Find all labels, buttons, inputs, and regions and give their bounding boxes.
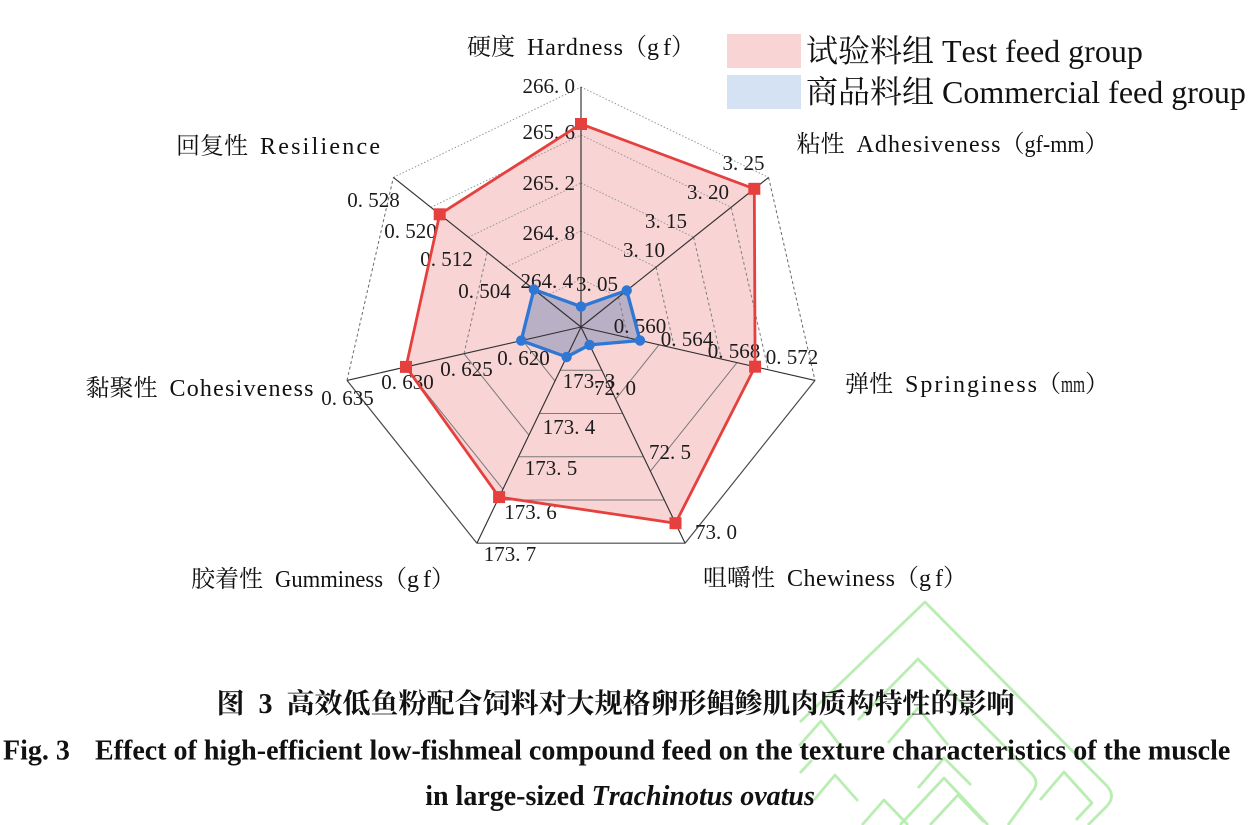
svg-text:266. 0: 266. 0 — [523, 74, 576, 98]
svg-text:in large-sized: in large-sized — [425, 781, 585, 812]
svg-text:Effect of high-efficient low-f: Effect of high-efficient low-fishmeal co… — [95, 736, 1230, 767]
svg-text:72. 0: 72. 0 — [594, 376, 636, 400]
svg-text:Trachinotus ovatus: Trachinotus ovatus — [592, 781, 815, 812]
svg-text:Resilience: Resilience — [260, 134, 380, 160]
svg-text:Commercial feed group: Commercial feed group — [942, 74, 1246, 110]
svg-text:0. 560: 0. 560 — [614, 314, 667, 338]
svg-text:173. 4: 173. 4 — [543, 415, 596, 439]
svg-text:0. 568: 0. 568 — [708, 339, 761, 363]
svg-text:264. 4: 264. 4 — [521, 269, 574, 293]
svg-text:Fig. 3: Fig. 3 — [3, 736, 70, 767]
svg-text:73. 0: 73. 0 — [695, 520, 737, 544]
svg-text:72. 5: 72. 5 — [649, 440, 691, 464]
svg-text:3. 10: 3. 10 — [623, 238, 665, 262]
svg-text:Hardness: Hardness — [527, 35, 623, 61]
svg-text:Test feed group: Test feed group — [942, 33, 1143, 69]
svg-text:0. 625: 0. 625 — [440, 357, 493, 381]
svg-text:gf-mm: gf-mm — [1025, 132, 1085, 158]
svg-text:173. 5: 173. 5 — [525, 456, 578, 480]
svg-text:3. 15: 3. 15 — [645, 209, 687, 233]
svg-text:Adhesiveness: Adhesiveness — [857, 132, 1001, 158]
svg-text:0. 635: 0. 635 — [321, 386, 374, 410]
svg-text:0. 520: 0. 520 — [384, 219, 437, 243]
svg-text:0. 630: 0. 630 — [381, 370, 434, 394]
svg-text:0. 620: 0. 620 — [497, 346, 550, 370]
svg-text:mm: mm — [1061, 372, 1085, 398]
svg-text:0. 504: 0. 504 — [458, 279, 511, 303]
svg-text:3. 05: 3. 05 — [576, 272, 618, 296]
svg-text:264. 8: 264. 8 — [523, 221, 576, 245]
svg-text:3. 20: 3. 20 — [687, 180, 729, 204]
svg-text:3: 3 — [259, 689, 273, 720]
svg-text:0. 564: 0. 564 — [661, 327, 714, 351]
svg-text:173. 7: 173. 7 — [484, 542, 537, 566]
svg-text:Chewiness: Chewiness — [787, 566, 895, 592]
svg-text:0. 572: 0. 572 — [766, 345, 819, 369]
svg-text:Springiness: Springiness — [905, 372, 1037, 398]
svg-text:173. 3: 173. 3 — [563, 369, 616, 393]
svg-text:0. 528: 0. 528 — [347, 188, 400, 212]
svg-text:Cohesiveness: Cohesiveness — [170, 376, 314, 402]
svg-text:3. 25: 3. 25 — [723, 151, 765, 175]
svg-text:Gumminess: Gumminess — [275, 567, 383, 593]
svg-text:265. 2: 265. 2 — [523, 171, 576, 195]
